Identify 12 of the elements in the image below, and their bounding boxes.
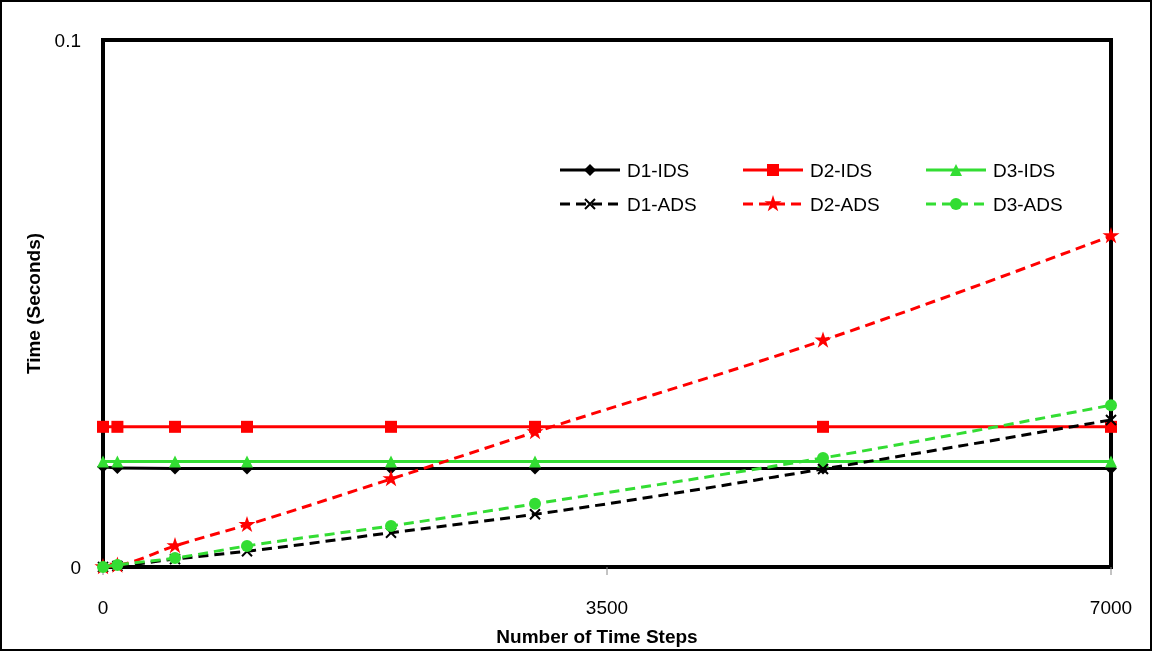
y-axis-title: Time (Seconds) — [23, 232, 44, 375]
legend-label: D3-IDS — [993, 160, 1056, 181]
legend-label: D1-ADS — [627, 194, 697, 215]
legend-label: D2-IDS — [810, 160, 873, 181]
x-tick-label: 0 — [97, 597, 109, 618]
x-axis-title: Number of Time Steps — [496, 626, 698, 647]
x-tick-label: 7000 — [1089, 597, 1133, 618]
x-tick-label: 3500 — [585, 597, 629, 618]
legend-label: D3-ADS — [993, 194, 1063, 215]
legend-label: D2-ADS — [810, 194, 880, 215]
legend-label: D1-IDS — [627, 160, 690, 181]
y-tick-label: 0.1 — [54, 30, 81, 51]
